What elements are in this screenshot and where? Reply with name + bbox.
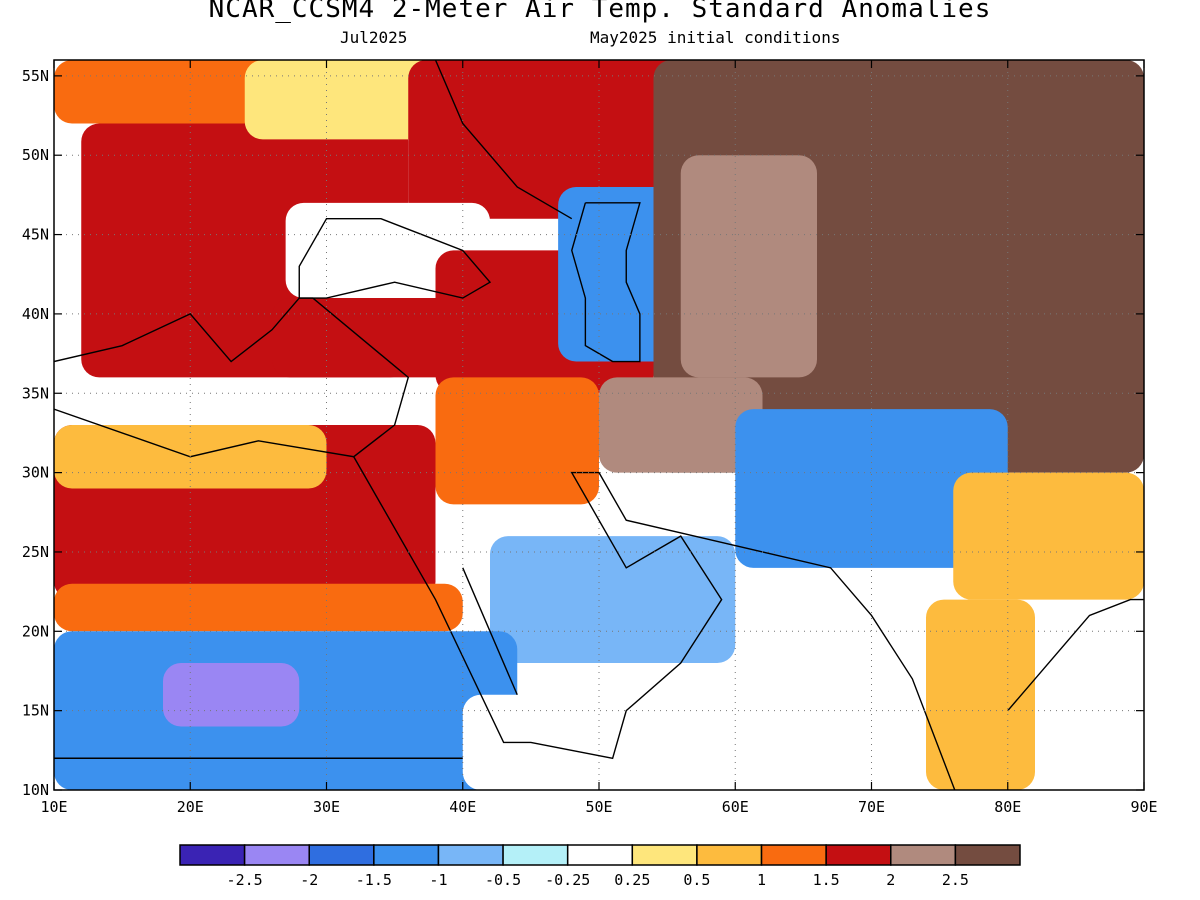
colorbar-swatch (373, 844, 440, 866)
lat-label: 40N (22, 305, 49, 323)
colorbar-swatch (179, 844, 246, 866)
anomaly-region-horn (462, 694, 627, 790)
lat-label: 50N (22, 146, 49, 164)
lat-label: 20N (22, 622, 49, 640)
lat-labels: 55N 50N 45N 40N 35N 30N 25N 20N 15N 10N (22, 67, 49, 799)
lat-label: 15N (22, 702, 49, 720)
colorbar-swatch (825, 844, 892, 866)
colorbar-label: 1.5 (813, 871, 840, 889)
colorbar-swatch (631, 844, 698, 866)
lon-label: 30E (313, 798, 340, 816)
colorbar-label: 0.25 (614, 871, 650, 889)
colorbar-label: -0.5 (485, 871, 521, 889)
colorbar-label: 2.5 (942, 871, 969, 889)
colorbar-label: -1 (429, 871, 447, 889)
colorbar-label: 0.5 (683, 871, 710, 889)
map-title: NCAR_CCSM4 2-Meter Air Temp. Standard An… (208, 0, 992, 24)
coastline-segment (1007, 598, 1144, 712)
init-conditions: May2025 initial conditions (590, 28, 841, 47)
lat-label: 35N (22, 384, 49, 402)
coastline-segment (298, 217, 492, 299)
lat-label: 30N (22, 464, 49, 482)
anomaly-region-chad-core (163, 663, 300, 727)
anomaly-region-iran-plateau (599, 377, 763, 473)
lat-label: 45N (22, 226, 49, 244)
colorbar-label: -2.5 (227, 871, 263, 889)
lon-label: 50E (585, 798, 612, 816)
lon-label: 70E (858, 798, 885, 816)
colorbar-swatch (566, 844, 634, 866)
colorbar-swatch (760, 844, 827, 866)
lon-label: 90E (1130, 798, 1157, 816)
coastline-segment (462, 567, 518, 696)
coastlines (54, 60, 1144, 790)
anomaly-region-pakistan-india (735, 409, 1008, 568)
lat-label: 10N (22, 781, 49, 799)
anomaly-region-russia-south (408, 60, 708, 219)
colorbar-label: -0.25 (545, 871, 590, 889)
lon-labels: 10E 20E 30E 40E 50E 60E 70E 80E 90E (40, 798, 1157, 816)
colorbar-label: -2 (300, 871, 318, 889)
colorbar-swatch (696, 844, 763, 866)
anomaly-region-arabia-south (490, 536, 736, 664)
colorbar: -2.5 -2 -1.5 -1 -0.5 -0.25 0.25 0.5 1 1.5 2 2.5 (179, 844, 1021, 889)
colorbar-label: -1.5 (356, 871, 392, 889)
anomaly-region-sahel-west (54, 583, 463, 632)
lat-label: 25N (22, 543, 49, 561)
anomaly-region-kazakhstan-west (680, 155, 817, 378)
lon-label: 80E (994, 798, 1021, 816)
colorbar-swatch (954, 844, 1021, 866)
lon-label: 40E (449, 798, 476, 816)
colorbar-swatch (502, 844, 569, 866)
axis-ticks (53, 60, 1145, 791)
lat-label: 55N (22, 67, 49, 85)
lon-label: 60E (722, 798, 749, 816)
anomaly-region-caspian-ring (558, 186, 681, 362)
colorbar-label: 1 (757, 871, 766, 889)
lon-label: 10E (40, 798, 67, 816)
anomaly-field (54, 60, 1144, 790)
lon-label: 20E (177, 798, 204, 816)
colorbar-swatch (308, 844, 375, 866)
coastline-segment (353, 456, 956, 790)
coastline-segment (434, 60, 573, 220)
colorbar-swatch (437, 844, 504, 866)
colorbar-swatch (890, 844, 957, 866)
target-month: Jul2025 (340, 28, 408, 47)
colorbar-label: 2 (886, 871, 895, 889)
anomaly-region-india-north (953, 472, 1144, 600)
anomaly-region-india-south (926, 599, 1035, 790)
colorbar-swatch (243, 844, 310, 866)
anomaly-region-mesopotamia (435, 377, 599, 505)
